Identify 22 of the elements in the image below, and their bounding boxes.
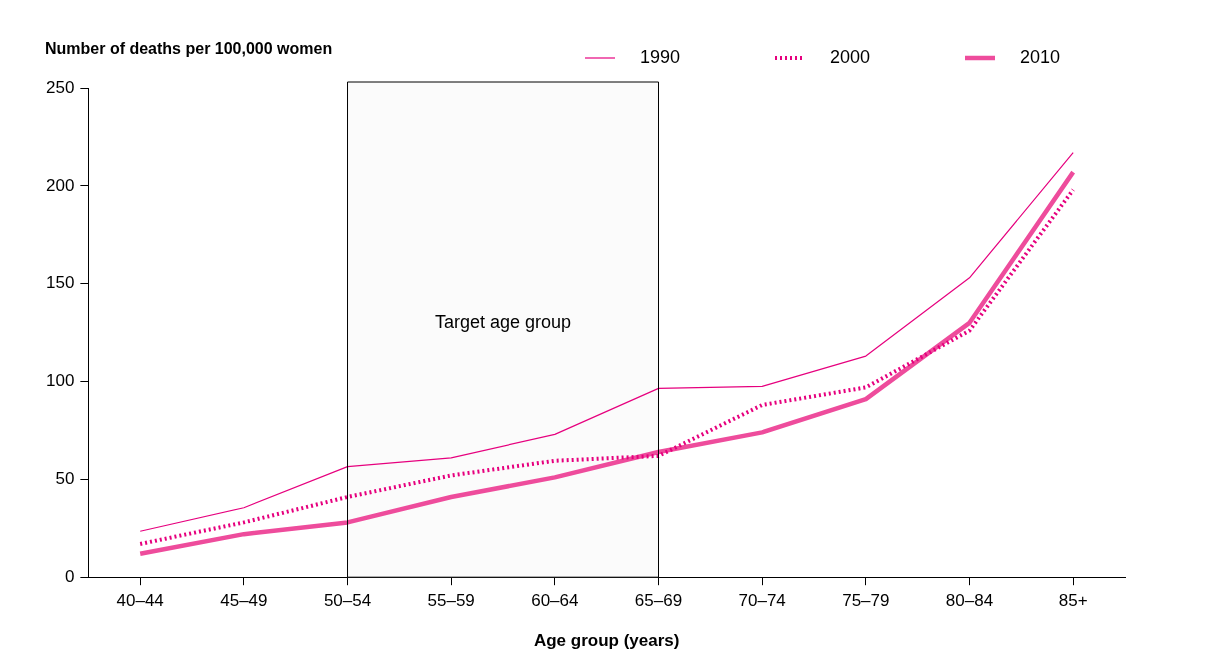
x-tick-label: 45–49 — [220, 591, 268, 611]
x-tick-label: 40–44 — [116, 591, 164, 611]
y-tick-label: 100 — [45, 371, 75, 391]
x-axis-title: Age group (years) — [533, 631, 680, 651]
band-label: Target age group — [434, 311, 572, 332]
y-axis-title: Number of deaths per 100,000 women — [45, 40, 333, 58]
x-tick-label: 50–54 — [323, 591, 372, 611]
x-tick-label: 80–84 — [945, 591, 994, 611]
y-tick-label: 250 — [45, 77, 75, 97]
x-tick-label: 65–69 — [634, 591, 683, 611]
x-tick-label: 60–64 — [531, 591, 579, 611]
x-tick-label: 85+ — [1058, 591, 1088, 611]
x-tick-label: 75–79 — [842, 591, 890, 611]
legend-label: 2010 — [1020, 46, 1061, 67]
y-tick-label: 150 — [45, 273, 75, 293]
y-tick-label: 200 — [45, 175, 75, 195]
y-tick-label: 50 — [55, 469, 75, 489]
x-tick-label: 55–59 — [427, 591, 475, 611]
legend-label: 2000 — [830, 46, 871, 67]
x-tick-label: 70–74 — [738, 591, 786, 611]
y-tick-label: 0 — [64, 566, 75, 586]
legend-label: 1990 — [640, 46, 681, 67]
